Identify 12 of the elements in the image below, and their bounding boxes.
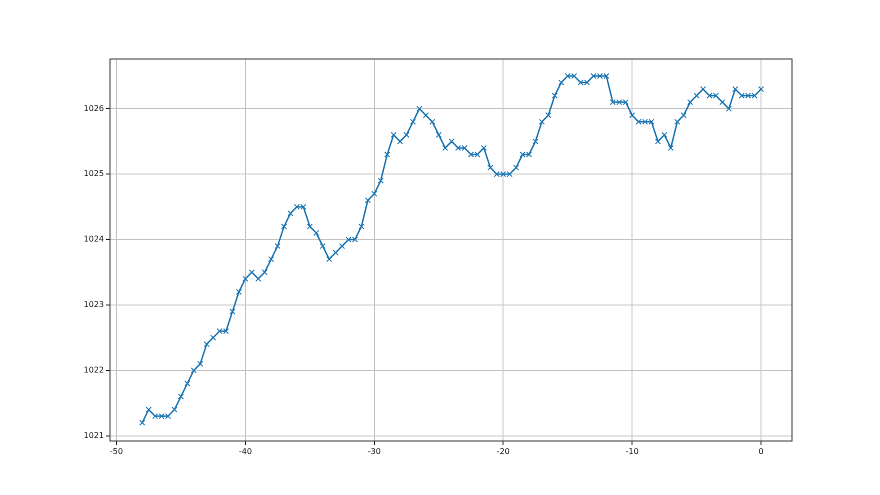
- x-tick-label: -10: [626, 446, 639, 456]
- x-tick-label: -30: [368, 446, 381, 456]
- x-tick-label: -20: [496, 446, 510, 456]
- x-tick-label: 0: [758, 446, 764, 456]
- x-tick-label: -50: [110, 446, 123, 456]
- y-tick-label: 1023: [84, 300, 104, 310]
- y-tick-label: 1021: [84, 430, 104, 440]
- x-tick-label: -40: [238, 446, 252, 456]
- y-tick-label: 1024: [84, 234, 104, 244]
- y-tick-label: 1022: [84, 365, 104, 374]
- y-tick-label: 1025: [84, 169, 104, 178]
- y-tick-label: 1026: [84, 104, 104, 113]
